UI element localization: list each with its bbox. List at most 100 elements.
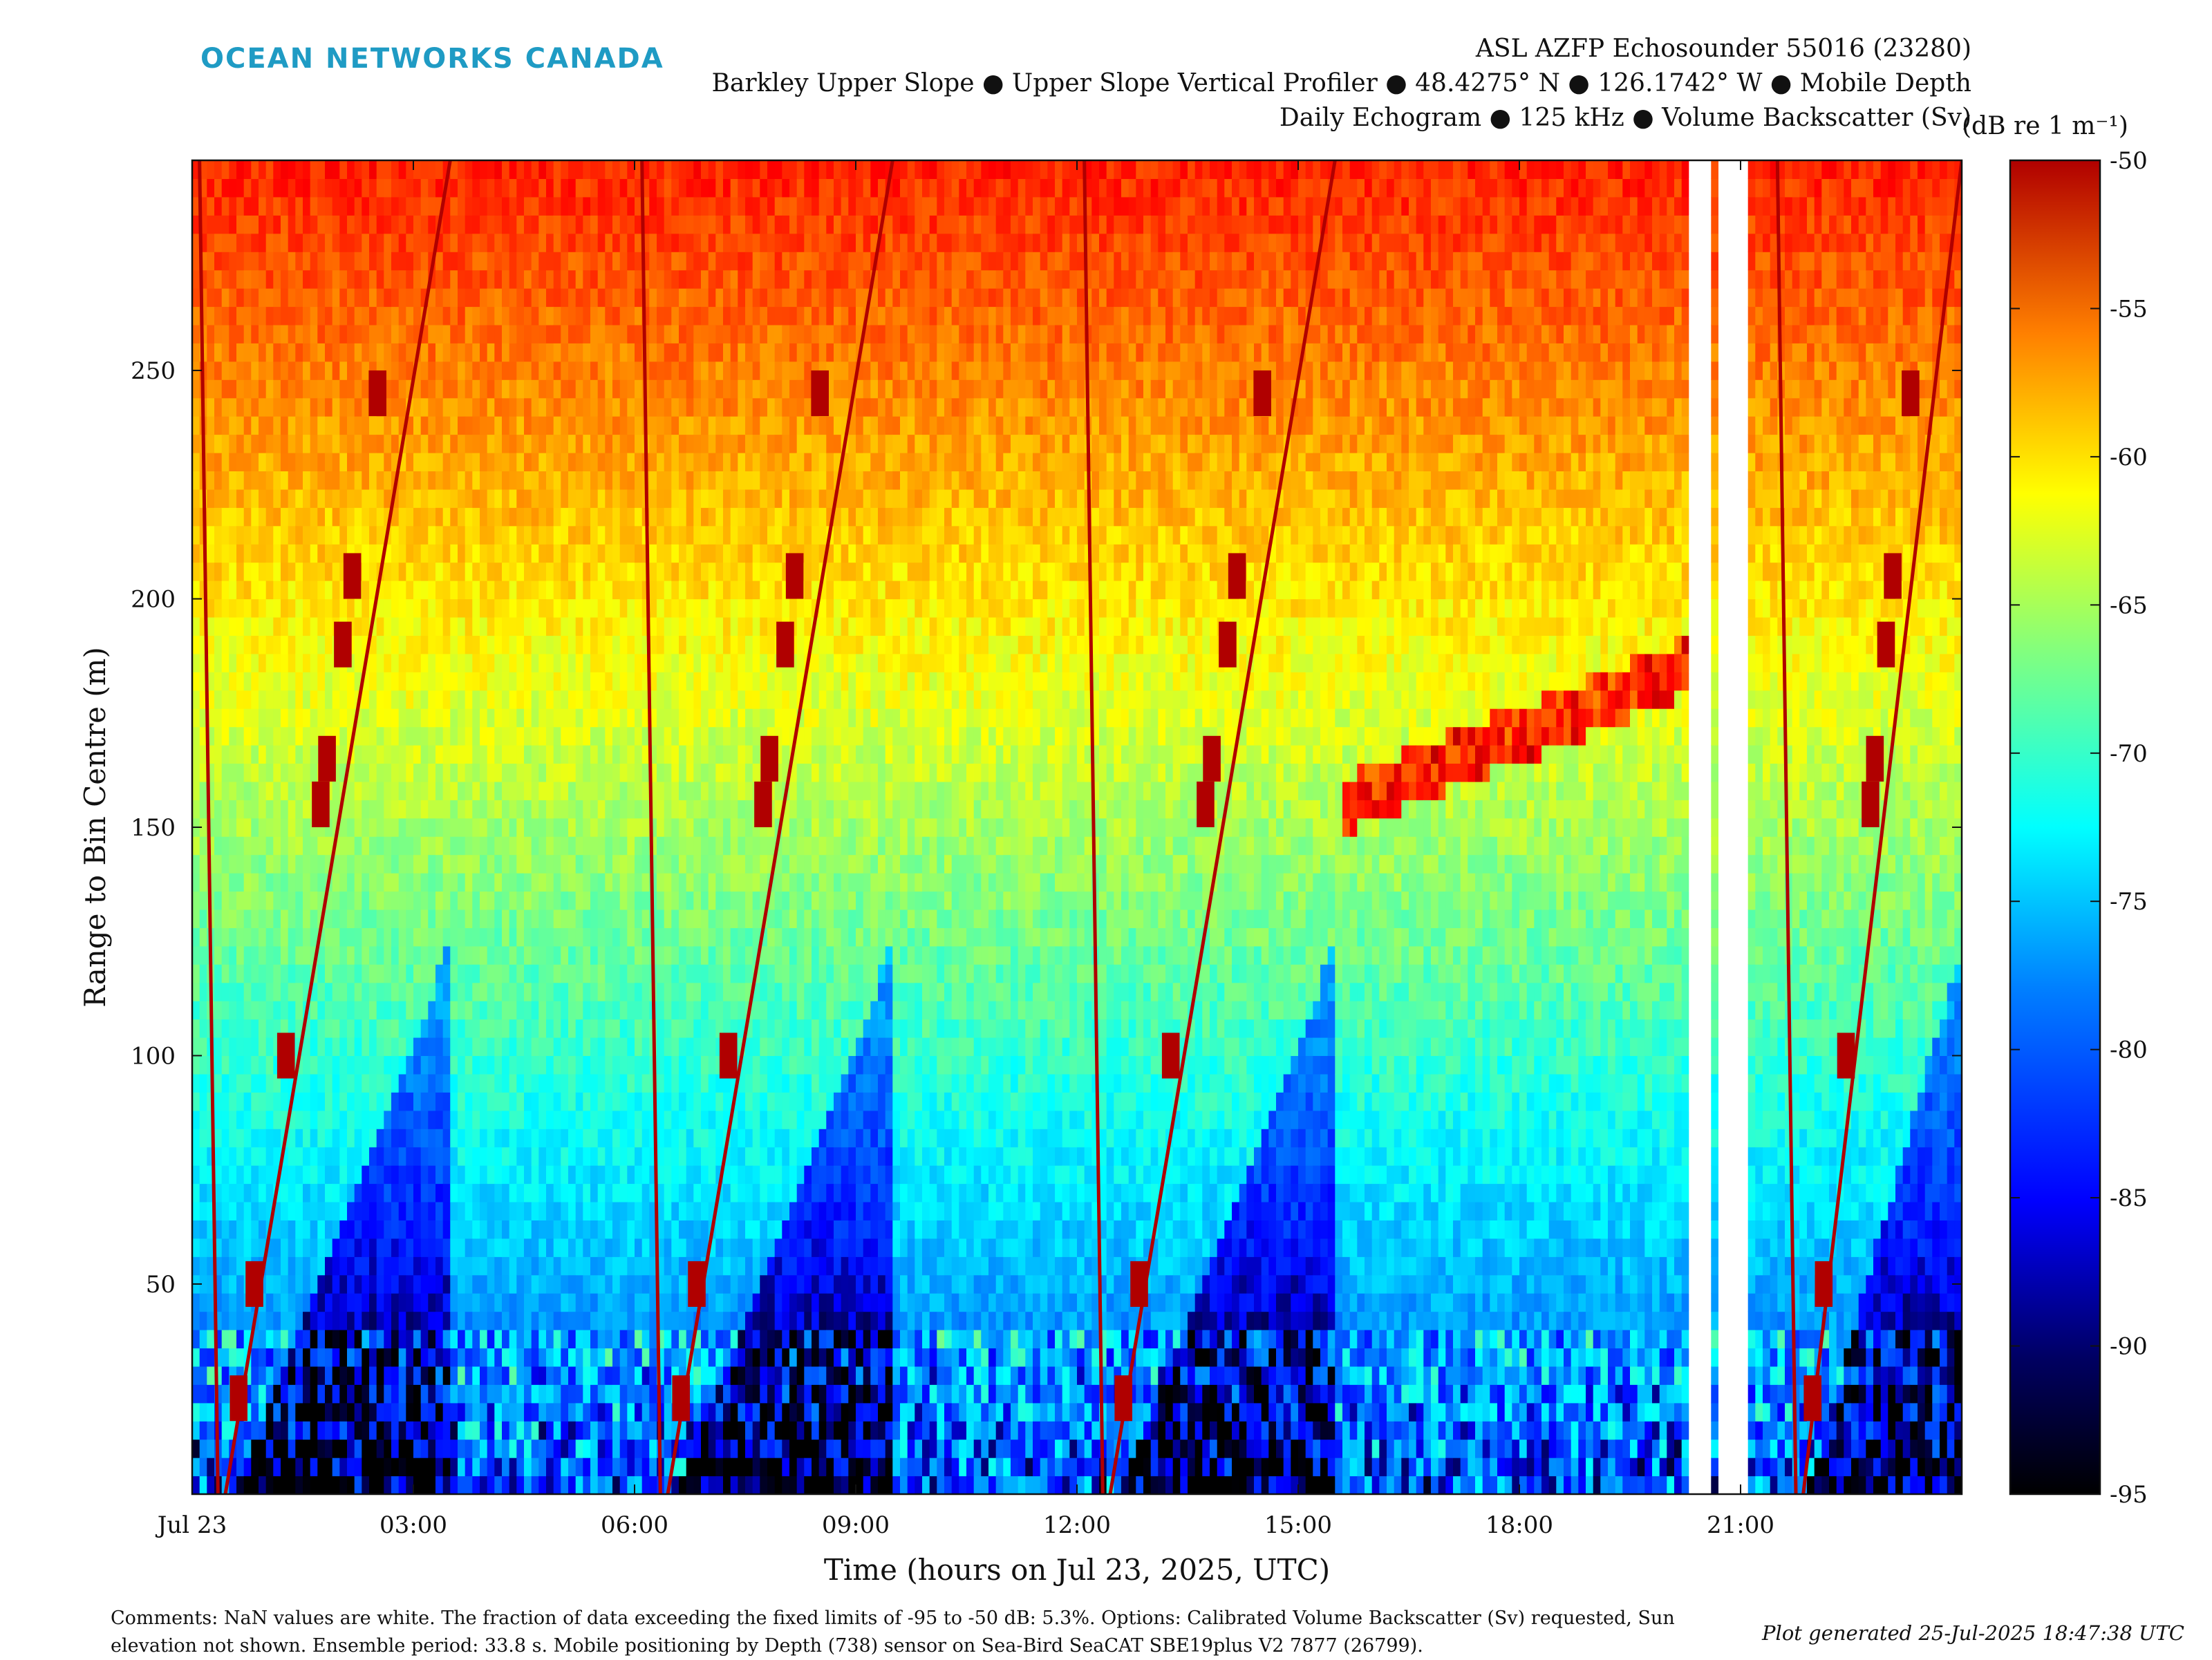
heatmap-cell [369,325,377,343]
heatmap-cell [583,563,590,581]
heatmap-cell [303,1476,310,1495]
heatmap-cell [458,1165,465,1184]
heatmap-cell [236,197,244,216]
heatmap-cell [546,708,554,727]
heatmap-cell [583,1312,590,1330]
heatmap-cell [391,343,399,361]
heatmap-cell [516,1458,524,1476]
heatmap-cell [635,507,642,526]
heatmap-cell [281,343,288,361]
heatmap-cell [524,727,532,746]
heatmap-cell [369,836,377,855]
heatmap-cell [664,489,672,508]
heatmap-cell [325,927,332,946]
heatmap-cell [295,526,303,545]
heatmap-cell [303,708,310,727]
heatmap-cell [502,654,509,672]
heatmap-cell [369,1421,377,1440]
heatmap-cell [222,946,229,965]
heatmap-cell [339,1330,347,1348]
heatmap-cell [295,544,303,563]
heatmap-cell [266,1440,274,1458]
heatmap-cell [288,197,296,216]
heatmap-cell [576,1440,583,1458]
heatmap-cell [310,836,318,855]
heatmap-cell [576,288,583,307]
heatmap-cell [480,1348,487,1367]
heatmap-cell [332,1238,340,1257]
heatmap-cell [612,1440,620,1458]
heatmap-cell [406,946,413,965]
heatmap-cell [222,690,229,709]
heatmap-cell [465,1184,473,1202]
heatmap-cell [538,471,546,490]
heatmap-cell [384,563,391,581]
heatmap-cell [443,654,451,672]
heatmap-cell [200,1348,207,1367]
heatmap-cell [561,1037,568,1056]
heatmap-cell [251,178,259,197]
heatmap-cell [443,1147,451,1166]
heatmap-cell [516,1056,524,1075]
heatmap-cell [339,1384,347,1403]
heatmap-cell [406,453,413,471]
heatmap-cell [428,471,435,490]
heatmap-cell [554,1312,561,1330]
heatmap-cell [516,1238,524,1257]
heatmap-cell [516,398,524,417]
heatmap-cell [443,252,451,270]
heatmap-cell [303,471,310,490]
heatmap-cell [347,836,355,855]
heatmap-cell [303,782,310,800]
heatmap-cell [222,160,229,179]
heatmap-cell [399,909,406,928]
heatmap-cell [251,1476,259,1495]
heatmap-cell [649,361,657,380]
heatmap-cell [664,1202,672,1220]
heatmap-cell [649,1421,657,1440]
heatmap-cell [192,873,200,892]
heatmap-cell [509,708,517,727]
heatmap-cell [679,234,686,252]
heatmap-cell [532,855,539,874]
heatmap-cell [325,635,332,654]
heatmap-cell [465,453,473,471]
heatmap-cell [317,507,325,526]
heatmap-cell [532,1256,539,1275]
heatmap-cell [598,1330,606,1348]
heatmap-cell [236,234,244,252]
heatmap-cell [642,1476,650,1495]
heatmap-cell [472,617,480,636]
heatmap-cell [332,544,340,563]
heatmap-cell [590,1037,598,1056]
heatmap-cell [214,563,222,581]
heatmap-cell [532,892,539,910]
heatmap-cell [266,234,274,252]
heatmap-cell [435,892,443,910]
heatmap-cell [509,435,517,453]
heatmap-cell [576,270,583,289]
heatmap-cell [391,1275,399,1294]
heatmap-cell [303,252,310,270]
heatmap-cell [487,1348,495,1367]
heatmap-cell [635,672,642,690]
heatmap-cell [369,1440,377,1458]
heatmap-cell [472,1165,480,1184]
heatmap-cell [620,1458,628,1476]
heatmap-cell [325,1184,332,1202]
heatmap-cell [576,909,583,928]
heatmap-cell [494,617,502,636]
heatmap-cell [612,526,620,545]
heatmap-cell [303,361,310,380]
heatmap-cell [325,617,332,636]
heatmap-cell [406,617,413,636]
heatmap-cell [509,215,517,234]
heatmap-cell [303,197,310,216]
heatmap-cell [347,599,355,618]
heatmap-cell [612,1275,620,1294]
heatmap-cell [406,507,413,526]
heatmap-cell [538,1256,546,1275]
heatmap-cell [332,1366,340,1385]
heatmap-cell [244,1220,252,1238]
heatmap-cell [480,197,487,216]
